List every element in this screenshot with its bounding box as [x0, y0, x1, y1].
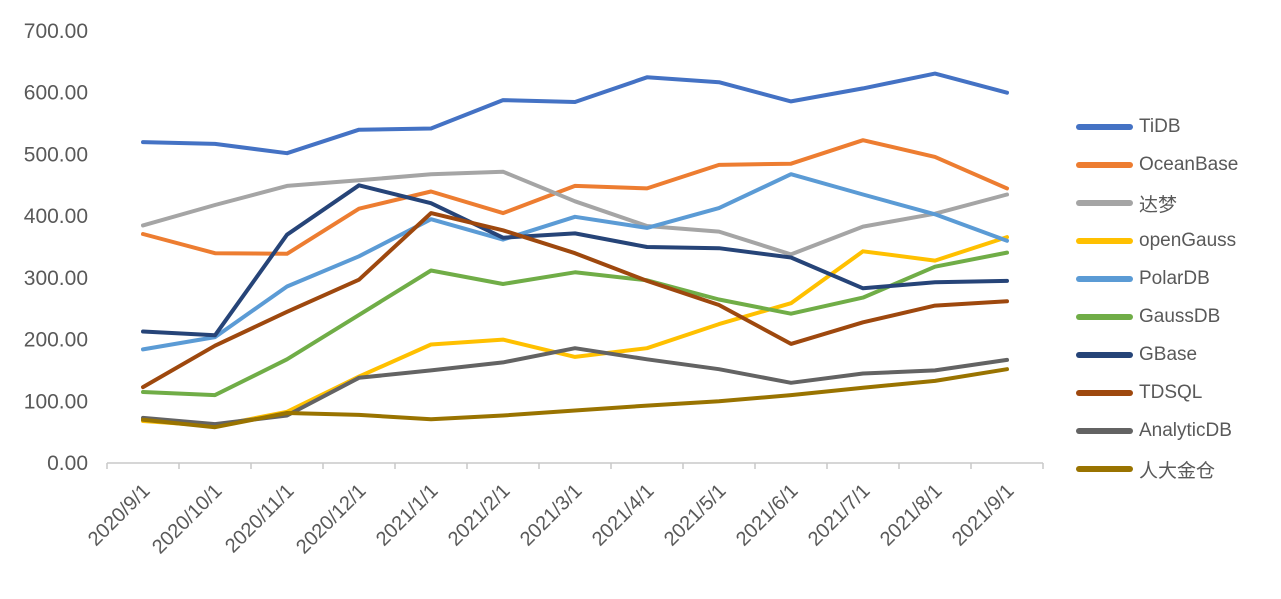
x-axis-tick-label: 2021/5/1 — [660, 480, 731, 551]
series-line-openGauss[interactable] — [141, 235, 1009, 428]
legend-line-marker-icon — [1076, 200, 1133, 206]
series-line-OceanBase[interactable] — [141, 138, 1009, 256]
legend-label: 达梦 — [1139, 194, 1178, 216]
series-line-GaussDB[interactable] — [141, 250, 1009, 398]
x-axis-tick-label: 2021/7/1 — [804, 480, 875, 551]
x-axis-tick-label: 2021/9/1 — [948, 480, 1019, 551]
legend-line-marker-icon — [1076, 390, 1133, 396]
series-line-达梦[interactable] — [141, 169, 1009, 257]
legend-label: 人大金仓 — [1139, 460, 1216, 482]
legend-label: TiDB — [1139, 116, 1181, 137]
x-axis-tick-label: 2021/1/1 — [372, 480, 443, 551]
legend-label: TDSQL — [1139, 382, 1203, 403]
y-axis-tick-label: 600.00 — [24, 82, 88, 105]
y-axis-tick-label: 400.00 — [24, 205, 88, 228]
series-line-人大金仓[interactable] — [141, 367, 1009, 430]
x-axis-tick-label: 2021/2/1 — [444, 480, 515, 551]
legend-item-达梦[interactable]: 达梦 — [1076, 184, 1238, 222]
x-axis-tick-label: 2020/9/1 — [84, 480, 155, 551]
legend-line-marker-icon — [1076, 352, 1133, 358]
legend-line-marker-icon — [1076, 162, 1133, 168]
x-axis-tick-label: 2020/12/1 — [292, 480, 370, 558]
legend-item-GBase[interactable]: GBase — [1076, 336, 1238, 374]
legend-item-GaussDB[interactable]: GaussDB — [1076, 298, 1238, 336]
legend-line-marker-icon — [1076, 314, 1133, 320]
legend-line-marker-icon — [1076, 466, 1133, 472]
legend-line-marker-icon — [1076, 276, 1133, 282]
x-axis-tick-label: 2021/8/1 — [876, 480, 947, 551]
y-axis-tick-label: 700.00 — [24, 20, 88, 43]
legend-label: openGauss — [1139, 230, 1237, 251]
legend-label: AnalyticDB — [1139, 420, 1232, 441]
y-axis-tick-label: 100.00 — [24, 390, 88, 413]
legend-item-TiDB[interactable]: TiDB — [1076, 108, 1238, 146]
legend-label: PolarDB — [1139, 268, 1210, 289]
series-line-TDSQL[interactable] — [141, 211, 1009, 390]
x-axis-tick-label: 2020/10/1 — [148, 480, 226, 558]
y-axis-tick-label: 0.00 — [47, 452, 88, 475]
y-axis-tick-label: 300.00 — [24, 267, 88, 290]
legend-line-marker-icon — [1076, 238, 1133, 244]
legend-item-openGauss[interactable]: openGauss — [1076, 222, 1238, 260]
legend-line-marker-icon — [1076, 124, 1133, 130]
legend-item-PolarDB[interactable]: PolarDB — [1076, 260, 1238, 298]
legend-line-marker-icon — [1076, 428, 1133, 434]
x-axis-tick-label: 2021/4/1 — [588, 480, 659, 551]
series-line-PolarDB[interactable] — [141, 172, 1009, 352]
legend-item-AnalyticDB[interactable]: AnalyticDB — [1076, 412, 1238, 450]
y-axis-tick-label: 500.00 — [24, 143, 88, 166]
legend-item-OceanBase[interactable]: OceanBase — [1076, 146, 1238, 184]
legend-item-TDSQL[interactable]: TDSQL — [1076, 374, 1238, 412]
legend-label: GBase — [1139, 344, 1198, 365]
series-line-AnalyticDB[interactable] — [141, 346, 1009, 427]
chart-legend: TiDB OceanBase 达梦 openGauss PolarDB GaussDB GB… — [1076, 108, 1238, 488]
legend-label: OceanBase — [1139, 154, 1239, 175]
x-axis-tick-label: 2021/3/1 — [516, 480, 587, 551]
x-axis-tick-label: 2021/6/1 — [732, 480, 803, 551]
series-line-TiDB[interactable] — [141, 71, 1009, 156]
x-axis-tick-label: 2020/11/1 — [221, 480, 298, 557]
legend-label: GaussDB — [1139, 306, 1221, 327]
legend-item-人大金仓[interactable]: 人大金仓 — [1076, 450, 1238, 488]
y-axis-tick-label: 200.00 — [24, 329, 88, 352]
series-line-GBase[interactable] — [141, 183, 1009, 338]
